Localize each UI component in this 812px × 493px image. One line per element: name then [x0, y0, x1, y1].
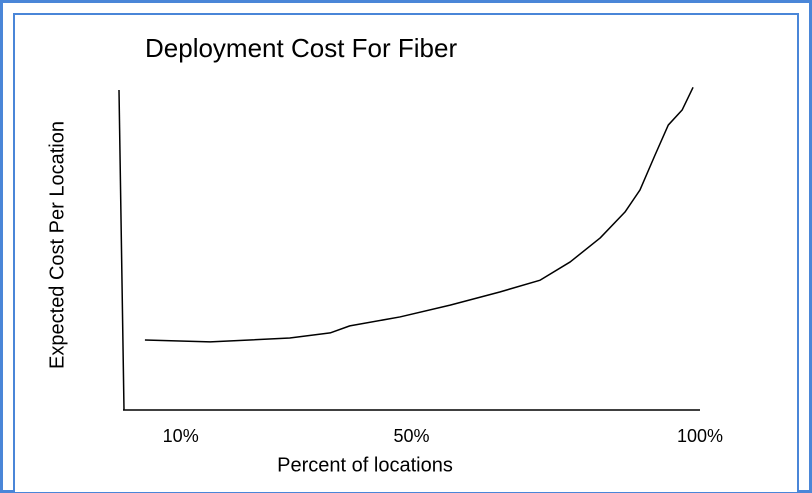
- chart-title: Deployment Cost For Fiber: [145, 33, 457, 63]
- y-axis: [118, 89, 125, 411]
- x-tick-label: 10%: [163, 426, 199, 446]
- x-tick-label: 50%: [393, 426, 429, 446]
- line-series: [144, 86, 694, 343]
- y-axis-label: Expected Cost Per Location: [46, 121, 68, 369]
- x-axis-label: Percent of locations: [277, 454, 453, 476]
- x-tick-label: 100%: [677, 426, 723, 446]
- inner-frame: [13, 13, 799, 493]
